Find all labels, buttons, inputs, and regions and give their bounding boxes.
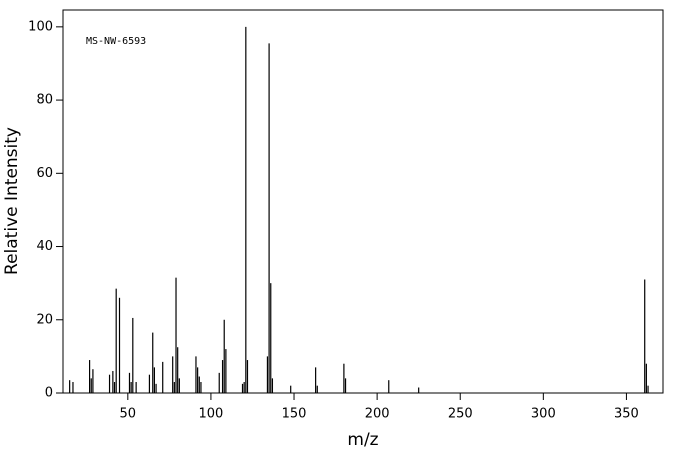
x-tick-label: 250: [448, 407, 473, 422]
x-tick-label: 300: [531, 407, 556, 422]
annotation: MS-NW-6593: [86, 36, 146, 47]
x-tick-label: 350: [614, 407, 639, 422]
x-tick-label: 200: [365, 407, 390, 422]
x-tick-label: 100: [199, 407, 224, 422]
y-tick-label: 100: [28, 19, 53, 34]
y-tick-label: 20: [36, 312, 53, 327]
x-tick-label: 50: [120, 407, 137, 422]
y-tick-label: 0: [45, 386, 53, 401]
y-axis-title: Relative Intensity: [2, 127, 22, 275]
plot-frame: [62, 9, 664, 394]
y-tick-label: 60: [36, 166, 53, 181]
x-axis-title: m/z: [347, 430, 378, 450]
y-tick-label: 80: [36, 93, 53, 108]
y-tick-label: 40: [36, 239, 53, 254]
x-tick-label: 150: [282, 407, 307, 422]
